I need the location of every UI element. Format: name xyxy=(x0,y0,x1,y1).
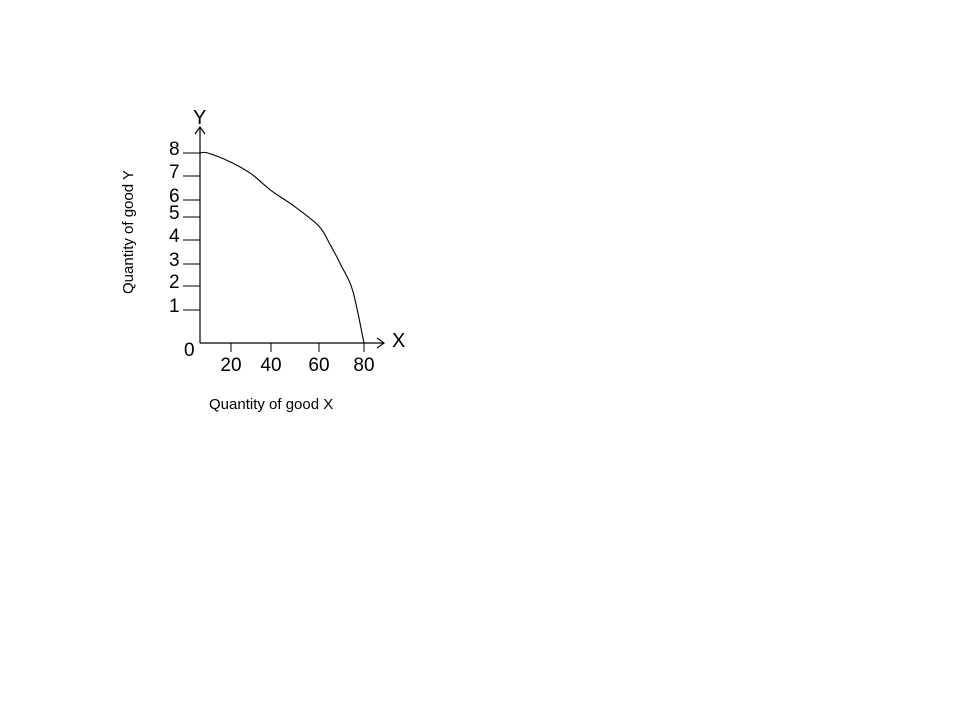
x-tick-label: 80 xyxy=(353,355,374,376)
y-tick-label: 8 xyxy=(169,139,180,160)
y-tick-label: 6 xyxy=(169,186,180,207)
y-ticks-group: 1 23 456 78 xyxy=(169,139,200,317)
x-axis-title: Quantity of good X xyxy=(209,396,333,413)
x-tick-label: 60 xyxy=(308,355,329,376)
y-tick-label: 2 xyxy=(169,272,180,293)
ppf-curve xyxy=(199,151,365,344)
x-tick-label: 40 xyxy=(260,355,281,376)
x-ticks-group: 20 40 60 80 xyxy=(220,343,375,376)
y-axis-title: Quantity of good Y xyxy=(120,170,137,294)
y-tick-label: 3 xyxy=(169,250,180,271)
y-tick-label: 4 xyxy=(169,226,180,247)
y-tick-label: 7 xyxy=(169,162,180,183)
y-tick-label: 5 xyxy=(169,203,180,224)
y-tick-label: 1 xyxy=(169,296,180,317)
x-axis-letter: X xyxy=(392,330,405,352)
x-tick-label: 20 xyxy=(220,355,241,376)
y-axis-letter: Y xyxy=(193,107,206,129)
origin-label: 0 xyxy=(184,340,195,361)
